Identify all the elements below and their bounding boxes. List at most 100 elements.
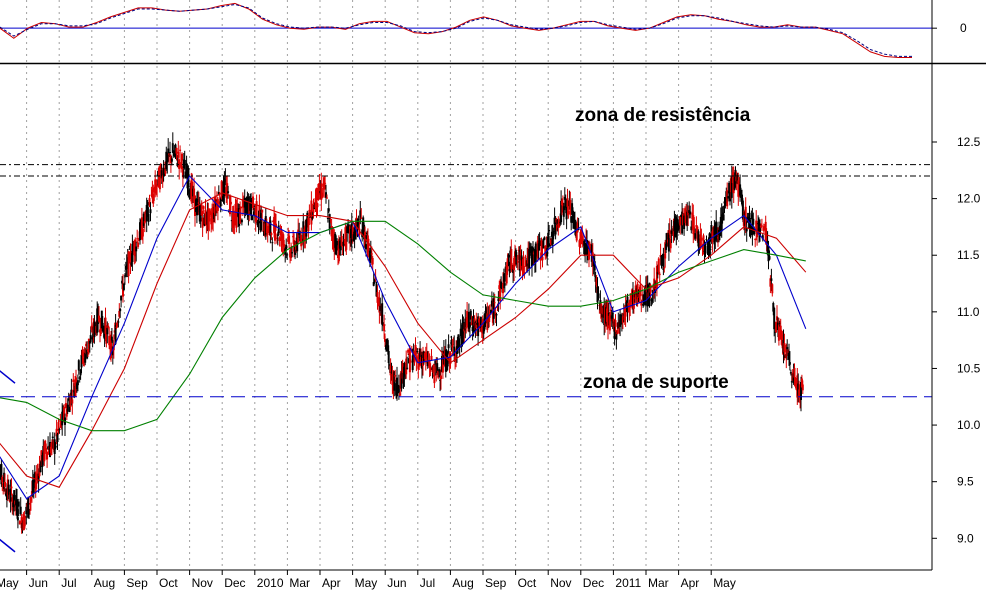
price-bar-body (425, 351, 428, 358)
price-bar-body (611, 312, 614, 324)
price-bar-body (278, 237, 281, 241)
price-bar-body (575, 232, 578, 241)
x-tick-label: Dec (224, 576, 245, 590)
price-bar-body (666, 242, 668, 245)
price-bar-body (503, 283, 506, 286)
price-bar-body (729, 188, 731, 202)
x-tick-label: Dec (583, 576, 604, 590)
price-bar-body (727, 196, 730, 199)
price-bar-body (554, 225, 557, 235)
price-bar-body (490, 309, 492, 314)
price-bar-body (664, 242, 667, 259)
price-bar-body (16, 499, 18, 516)
price-bar-body (511, 265, 514, 270)
price-bar-body (640, 300, 643, 306)
price-bar-body (49, 446, 52, 454)
price-bar-body (718, 226, 721, 236)
price-bar-body (334, 233, 337, 248)
oscillator-y-tick-label: 0 (960, 21, 967, 35)
price-bar-body (485, 308, 488, 319)
price-bar-body (217, 192, 220, 195)
price-bar-body (394, 375, 397, 377)
price-bar-body (667, 232, 670, 252)
price-bar-body (239, 209, 242, 224)
price-bar-body (722, 214, 725, 221)
price-bar-body (46, 451, 49, 460)
price-bar-body (432, 365, 435, 373)
price-bar-body (87, 349, 89, 352)
price-bar-body (291, 252, 294, 254)
long-moving-average-line (0, 220, 806, 432)
price-bar-body (617, 322, 620, 329)
price-bar-body (695, 225, 698, 227)
price-bar-body (371, 258, 374, 265)
price-bar-body (51, 436, 54, 439)
price-bar-body (240, 219, 243, 223)
price-bar-body (507, 254, 510, 258)
price-bar-body (762, 226, 765, 231)
price-bar-body (5, 490, 8, 500)
price-bar-body (87, 338, 90, 349)
price-bar-body (676, 218, 679, 233)
price-bar-body (621, 316, 624, 323)
price-bar-body (588, 248, 590, 260)
price-bar-body (768, 256, 771, 260)
price-bar-body (624, 305, 627, 317)
short-moving-average-line (0, 175, 807, 500)
price-bar-body (328, 214, 331, 230)
price-bar-body (553, 217, 556, 225)
price-bar-body (158, 170, 161, 190)
price-bar-body (684, 208, 687, 215)
price-bar-body (539, 257, 542, 261)
price-bar-body (326, 197, 328, 199)
price-bar-body (466, 311, 469, 326)
price-bar-body (89, 335, 92, 342)
price-bar-body (717, 237, 719, 239)
price-bar-body (143, 221, 146, 224)
price-bar-body (694, 233, 697, 239)
price-bar-body (433, 375, 436, 384)
price-bar-body (28, 509, 31, 513)
oscillator-series-line (0, 2, 912, 58)
price-bar-body (183, 159, 186, 161)
price-bar-body (653, 278, 656, 293)
price-bar-body (162, 167, 165, 176)
price-bar-body (552, 231, 555, 237)
price-bar-body (786, 347, 789, 350)
price-bar-body (409, 361, 412, 363)
price-bar-body (524, 256, 527, 258)
price-bar-body (769, 278, 772, 287)
price-bar-body (609, 309, 612, 311)
price-bar-body (255, 201, 258, 222)
price-bar-body (32, 483, 35, 489)
price-bar-body (7, 484, 10, 495)
price-bar-body (740, 190, 742, 192)
medium-moving-average-line (0, 192, 807, 488)
price-bar-body (499, 280, 502, 302)
price-bar-body (465, 327, 468, 329)
price-bar-body (569, 200, 572, 215)
price-bar-body (486, 313, 489, 330)
price-bar-body (275, 237, 278, 239)
price-bar-body (148, 198, 151, 206)
x-tick-label: May (713, 576, 736, 590)
price-bar-body (648, 282, 651, 307)
price-bar-body (430, 355, 433, 360)
price-bar-body (200, 204, 203, 216)
price-bar-body (298, 232, 301, 235)
price-bar-body (250, 198, 253, 216)
price-bar-body (755, 220, 758, 231)
price-bar-body (305, 220, 308, 237)
price-bar-body (98, 315, 100, 322)
price-bar-body (565, 205, 568, 220)
price-bar-body (764, 221, 767, 241)
price-bar-body (428, 359, 431, 368)
price-bar-body (381, 303, 384, 325)
price-bar-body (788, 362, 791, 365)
price-bar-body (184, 171, 187, 179)
price-bar-body (748, 212, 751, 227)
price-bar-body (337, 239, 340, 262)
price-bar-body (586, 240, 588, 256)
price-bar-body (358, 228, 361, 236)
price-bar-body (693, 226, 696, 235)
